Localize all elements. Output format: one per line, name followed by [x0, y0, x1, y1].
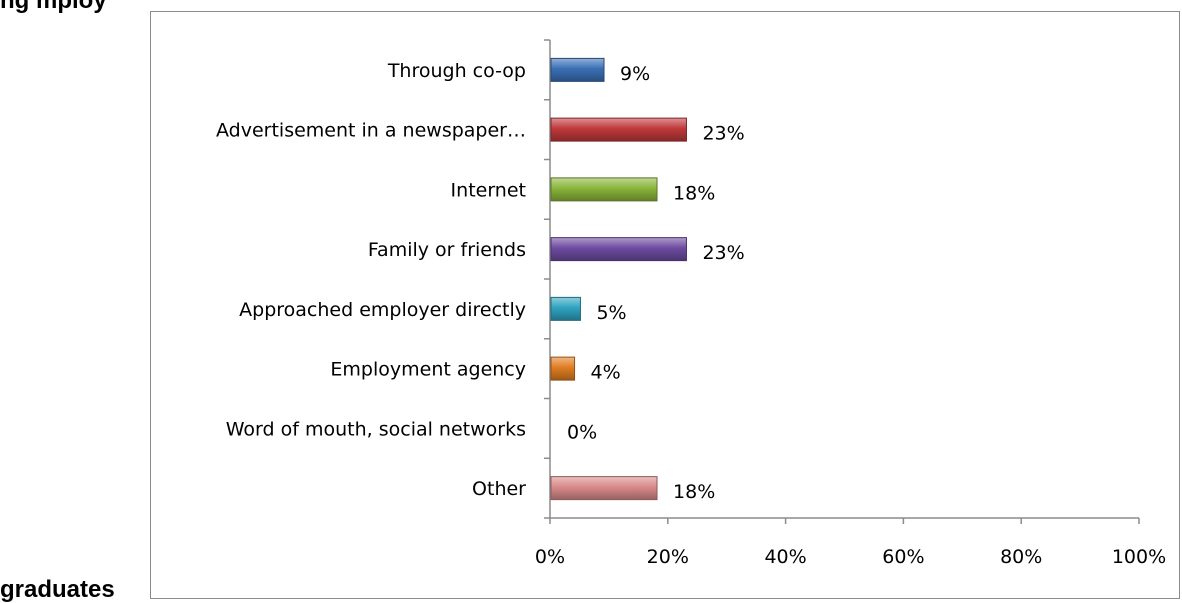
x-tick-label: 20%: [647, 546, 689, 568]
bar: [550, 117, 687, 142]
bar: [550, 57, 605, 82]
data-label: 4%: [591, 362, 621, 384]
bar: [550, 356, 576, 381]
x-tick-label: 100%: [1112, 546, 1166, 568]
clipped-title-fragment: ng mploy: [0, 0, 107, 14]
caption-fragment: graduates: [0, 576, 115, 603]
category-label: Internet: [451, 179, 526, 201]
data-label: 18%: [673, 481, 715, 503]
axes: [544, 39, 1140, 524]
data-label: 5%: [596, 302, 626, 324]
category-label: Family or friends: [368, 239, 526, 261]
category-label: Employment agency: [330, 359, 526, 381]
category-label: Other: [472, 478, 526, 500]
data-label: 23%: [702, 242, 744, 264]
category-label: Through co-op: [387, 60, 526, 82]
bar: [550, 177, 658, 202]
data-label: 18%: [673, 182, 715, 204]
bar-chart: 0% 20% 40% 60% 80% 100% Through co-op 9% Adverti…: [216, 39, 1166, 568]
bar: [550, 296, 581, 321]
data-label: 0%: [567, 421, 597, 443]
x-tick-label: 40%: [764, 546, 806, 568]
labels: 0% 20% 40% 60% 80% 100% Through co-op 9% Adverti…: [216, 60, 1166, 568]
data-label: 23%: [702, 123, 744, 145]
chart-frame: 0% 20% 40% 60% 80% 100% Through co-op 9% Adverti…: [150, 11, 1180, 599]
bar: [550, 237, 687, 262]
x-tick-label: 80%: [1000, 546, 1042, 568]
x-tick-label: 0%: [535, 546, 565, 568]
category-label: Approached employer directly: [239, 299, 526, 321]
x-tick-label: 60%: [882, 546, 924, 568]
bars: [550, 57, 687, 501]
category-label: Word of mouth, social networks: [226, 418, 526, 440]
data-label: 9%: [620, 63, 650, 85]
category-label: Advertisement in a newspaper…: [216, 120, 526, 142]
bar: [550, 476, 658, 501]
